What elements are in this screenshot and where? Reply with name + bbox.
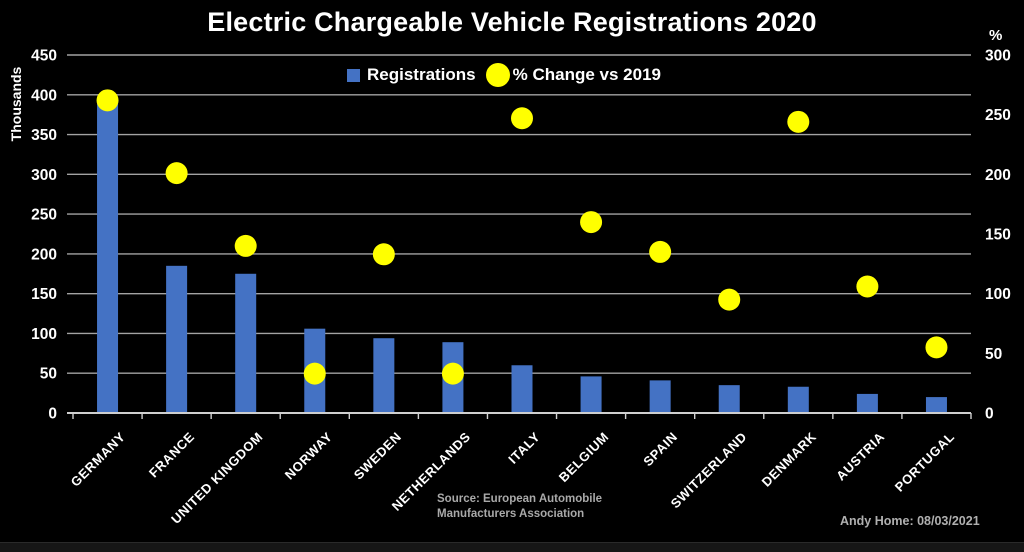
dot-germany [96,89,119,112]
y-axis-label-left: 50 [40,366,57,383]
y-axis-label-left: 350 [31,127,57,144]
dot-sweden [372,243,395,266]
dot-france [165,162,188,185]
dot-norway [303,362,326,385]
bar-portugal [925,397,947,413]
y-axis-label-left: 450 [31,48,57,65]
bar-sweden [373,338,395,413]
dot-denmark [787,110,810,133]
bar-denmark [787,386,809,413]
y-axis-label-left: 150 [31,286,57,303]
legend-label-registrations: Registrations [367,65,476,84]
y-axis-label-right: 150 [985,227,1011,244]
bar-switzerland [718,385,740,413]
bar-united-kingdom [235,273,257,413]
source-note: Source: European Automobile Manufacturer… [437,492,602,522]
y-axis-label-left: 400 [31,87,57,104]
dot-netherlands [441,362,464,385]
legend-bar-swatch-icon [347,68,360,82]
legend-dot-swatch-icon [485,63,510,87]
dot-spain [649,240,672,263]
legend-label-pct-change: % Change vs 2019 [512,65,661,84]
dot-italy [511,107,533,130]
source-note-line2: Manufacturers Association [437,508,585,520]
chart-title: Electric Chargeable Vehicle Registration… [207,7,817,37]
dot-belgium [580,211,603,234]
y-axis-label-right: 50 [985,346,1002,363]
legend: Registrations % Change vs 2019 [0,63,1008,87]
y-axis-label-right: 100 [985,286,1011,303]
bar-france [166,265,188,413]
y-axis-label-right: 200 [985,167,1011,184]
source-note-line1: Source: European Automobile [437,493,603,505]
legend-item-pct-change: % Change vs 2019 [476,63,661,87]
bar-austria [856,393,878,413]
y-axis-label-left: 0 [48,406,57,423]
dot-united-kingdom [234,234,257,257]
y-axis-label-left: 250 [31,207,57,224]
dot-portugal [925,336,948,359]
y-axis-label-right: 300 [985,48,1011,65]
bar-italy [511,365,533,413]
bar-spain [649,380,671,413]
y-axis-label-left: 300 [31,167,57,184]
y-axis-label-right: 250 [985,107,1011,124]
y-axis-label-left: 200 [31,246,57,263]
author-credit: Andy Home: 08/03/2021 [840,514,980,528]
right-axis-unit-label: % [989,27,1003,44]
y-axis-label-left: 100 [31,326,57,343]
bottom-strip [0,542,1024,552]
legend-item-registrations: Registrations [347,65,476,85]
dot-austria [856,275,879,298]
y-axis-label-right: 0 [985,406,994,423]
dot-switzerland [718,288,741,311]
bar-belgium [580,376,602,413]
bar-germany [97,98,119,413]
